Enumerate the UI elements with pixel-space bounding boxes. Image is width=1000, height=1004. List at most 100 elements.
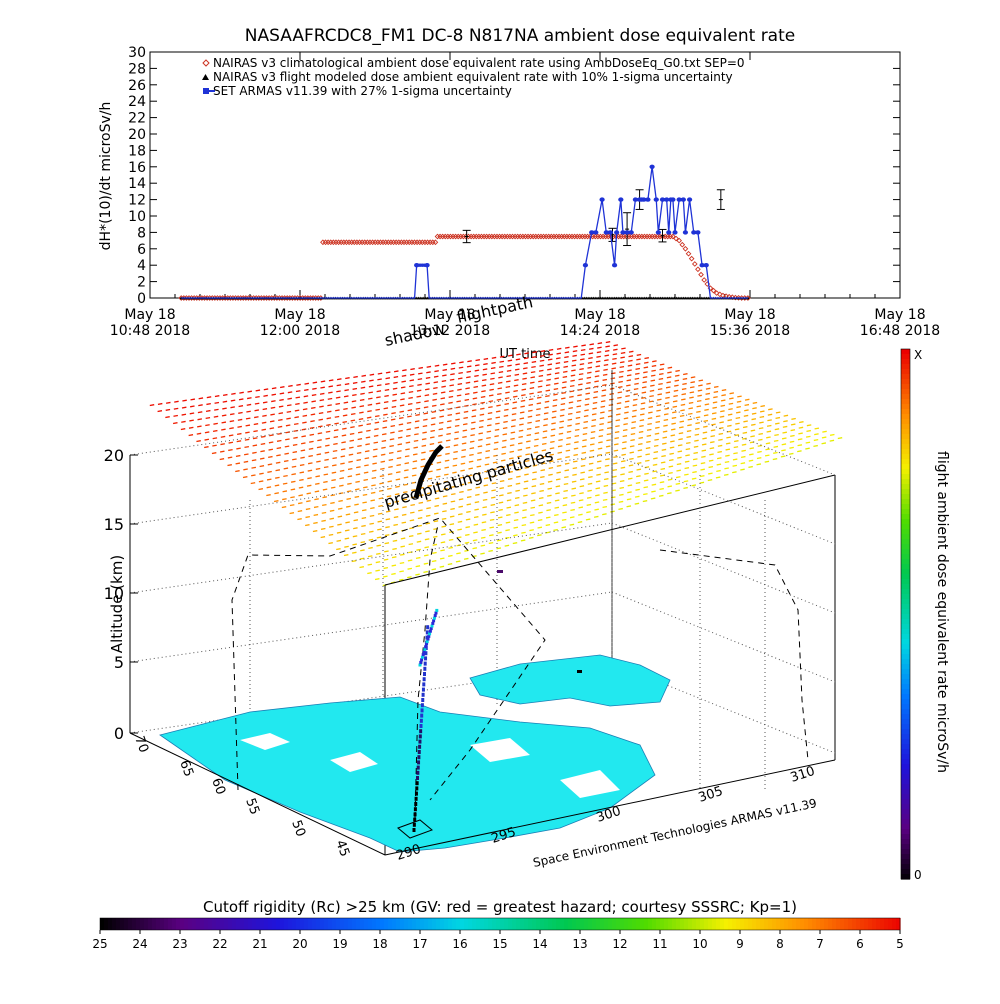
colorbar-segment bbox=[901, 424, 910, 430]
dose-field-dash bbox=[347, 482, 352, 485]
dose-field-dash bbox=[490, 503, 496, 506]
dose-field-dash bbox=[554, 513, 559, 517]
dose-field-dash bbox=[748, 465, 753, 469]
dose-field-dash bbox=[504, 536, 510, 539]
dose-field-dash bbox=[432, 543, 438, 546]
dose-field-dash bbox=[515, 358, 521, 361]
dose-field-dash bbox=[276, 454, 281, 457]
dose-field-dash bbox=[694, 433, 700, 436]
cutoff-bar-segment bbox=[256, 918, 261, 930]
cutoff-bar-segment bbox=[776, 918, 781, 930]
dose-field-dash bbox=[352, 394, 357, 397]
dose-field-dash bbox=[684, 473, 689, 476]
landmass bbox=[159, 696, 656, 853]
cutoff-bar-segment bbox=[744, 918, 749, 930]
cutoff-bar-segment bbox=[408, 918, 413, 930]
dose-field-dash bbox=[681, 398, 686, 401]
dose-field-dash bbox=[711, 412, 717, 415]
dose-field-dash bbox=[688, 401, 694, 404]
dose-field-dash bbox=[605, 341, 611, 344]
dose-field-dash bbox=[523, 487, 529, 490]
dose-field-dash bbox=[528, 398, 534, 401]
cutoff-bar-segment bbox=[796, 918, 801, 930]
armas-marker bbox=[620, 230, 626, 235]
dose-field-dash bbox=[667, 371, 672, 374]
dose-field-dash bbox=[416, 389, 422, 392]
dose-field-dash bbox=[476, 458, 482, 461]
dose-field-dash bbox=[689, 391, 695, 394]
nairas-marker bbox=[701, 277, 708, 283]
dose-field-dash bbox=[374, 578, 380, 581]
dose-field-dash bbox=[486, 424, 492, 427]
dose-field-dash bbox=[404, 455, 410, 458]
cutoff-bar-segment bbox=[748, 918, 753, 930]
dose-field-dash bbox=[472, 397, 478, 400]
nairas-marker bbox=[695, 266, 701, 273]
dose-field-dash bbox=[683, 480, 689, 483]
dose-field-dash bbox=[326, 417, 332, 420]
dose-field-dash bbox=[514, 511, 519, 514]
dose-field-dash bbox=[269, 420, 275, 423]
dose-field-dash bbox=[502, 433, 508, 436]
dose-field-dash bbox=[399, 570, 404, 573]
dose-field-dash bbox=[407, 415, 412, 418]
cutoff-bar-segment bbox=[788, 918, 793, 930]
dose-field-dash bbox=[313, 505, 319, 509]
flight-model-marker bbox=[693, 296, 697, 300]
dose-field-dash bbox=[402, 369, 407, 372]
dose-field-dash bbox=[624, 400, 630, 403]
flightpath-marker bbox=[413, 807, 417, 812]
dose-field-dash bbox=[299, 471, 305, 474]
colorbar-segment bbox=[901, 664, 910, 670]
dose-field-dash bbox=[480, 544, 486, 547]
dose-field-dash bbox=[369, 514, 375, 517]
dose-field-dash bbox=[740, 468, 745, 471]
cutoff-bar-segment bbox=[516, 918, 521, 930]
dose-field-dash bbox=[393, 523, 398, 526]
dose-field-dash bbox=[665, 386, 671, 389]
dose-field-dash bbox=[574, 441, 579, 444]
dose-field-dash bbox=[283, 460, 289, 463]
dose-field-dash bbox=[440, 549, 445, 552]
dose-field-dash bbox=[626, 379, 632, 382]
dose-field-dash bbox=[691, 477, 697, 480]
dose-field-dash bbox=[601, 389, 607, 392]
dose-field-dash bbox=[595, 480, 601, 483]
nairas-marker bbox=[745, 295, 751, 301]
dose-field-dash bbox=[426, 499, 432, 502]
cutoff-bar-segment bbox=[448, 918, 453, 930]
cutoff-bar-segment bbox=[576, 918, 581, 930]
dose-field-dash bbox=[464, 404, 469, 407]
dose-field-dash bbox=[651, 476, 657, 480]
dose-field-dash bbox=[391, 556, 397, 559]
dose-field-dash bbox=[580, 471, 585, 474]
cutoff-bar-segment bbox=[492, 918, 497, 930]
dose-field-dash bbox=[611, 362, 617, 365]
dose-field-dash bbox=[474, 369, 480, 372]
dose-field-dash bbox=[628, 470, 633, 474]
armas-marker bbox=[603, 230, 609, 235]
dose-field-dash bbox=[590, 431, 596, 434]
dose-field-dash bbox=[352, 543, 357, 546]
dose-field-dash bbox=[370, 499, 376, 502]
dose-field-dash bbox=[219, 458, 225, 461]
colorbar-segment bbox=[901, 394, 910, 400]
dose-field-dash bbox=[361, 517, 367, 520]
dose-field-dash bbox=[814, 433, 819, 436]
dose-field-dash bbox=[495, 410, 501, 413]
dose-field-dash bbox=[405, 434, 411, 437]
dose-field-dash bbox=[604, 349, 610, 352]
dose-field-dash bbox=[775, 411, 781, 414]
dose-field-dash bbox=[775, 416, 781, 420]
dose-field-dash bbox=[620, 466, 626, 469]
dose-field-dash bbox=[376, 536, 382, 539]
dose-field-dash bbox=[548, 348, 554, 352]
dose-field-dash bbox=[736, 400, 742, 403]
cutoff-bar-segment bbox=[592, 918, 597, 930]
dose-field-dash bbox=[407, 567, 413, 570]
colorbar-segment bbox=[901, 514, 910, 520]
dose-field-dash bbox=[644, 459, 650, 462]
dose-field-dash bbox=[409, 379, 415, 382]
dose-field-dash bbox=[571, 494, 576, 497]
dose-field-dash bbox=[627, 477, 633, 480]
